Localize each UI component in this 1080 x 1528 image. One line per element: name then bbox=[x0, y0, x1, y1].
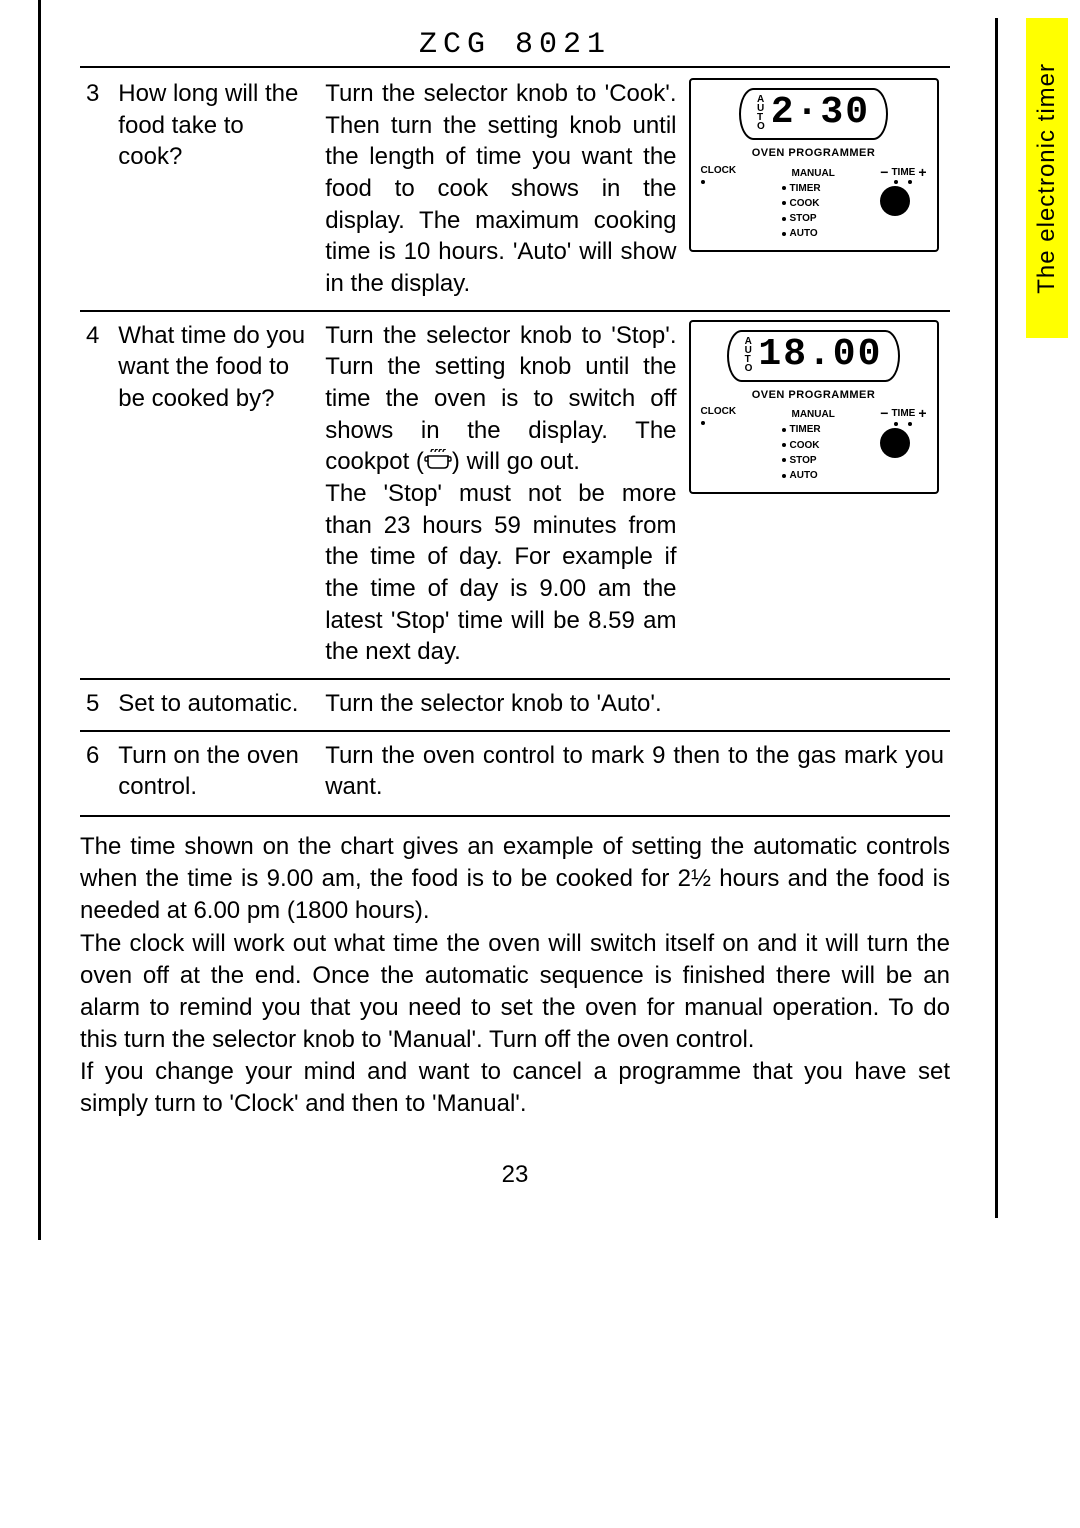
content-column: ZCG 8021 3How long will the food take to… bbox=[80, 28, 950, 1189]
left-margin-rule bbox=[38, 0, 41, 1240]
programmer-label: OVEN PROGRAMMER bbox=[701, 388, 927, 403]
step-figure: AUTO 18.00 OVEN PROGRAMMER CLOCK MANUALTIMER… bbox=[683, 311, 950, 679]
rule-top bbox=[80, 66, 950, 68]
control-row: CLOCK MANUALTIMERCOOKSTOPAUTO −TIME+ bbox=[701, 406, 927, 482]
auto-icon: AUTO bbox=[745, 337, 753, 373]
sidebar-tab: The electronic timer bbox=[1026, 18, 1068, 338]
step-number: 5 bbox=[80, 679, 112, 731]
step-answer: Turn the selector knob to 'Auto'. bbox=[319, 679, 950, 731]
step-number: 3 bbox=[80, 70, 112, 311]
step-row: 5Set to automatic.Turn the selector knob… bbox=[80, 679, 950, 731]
lcd-value: 2·30 bbox=[771, 94, 870, 132]
knob-icon bbox=[880, 428, 910, 458]
step-question: Set to automatic. bbox=[112, 679, 319, 731]
step-question: What time do you want the food to be coo… bbox=[112, 311, 319, 679]
mode-list: MANUALTIMERCOOKSTOPAUTO bbox=[782, 408, 835, 482]
sidebar-label: The electronic timer bbox=[1033, 63, 1061, 294]
body-paragraph: If you change your mind and want to canc… bbox=[80, 1056, 950, 1120]
lcd-value: 18.00 bbox=[758, 336, 882, 374]
body-paragraph: The clock will work out what time the ov… bbox=[80, 928, 950, 1057]
time-knob-area: −TIME+ bbox=[880, 406, 926, 457]
mode-list: MANUALTIMERCOOKSTOPAUTO bbox=[782, 167, 835, 241]
model-number: ZCG 8021 bbox=[80, 28, 950, 62]
cookpot-icon bbox=[424, 449, 452, 476]
step-row: 6Turn on the oven control.Turn the oven … bbox=[80, 731, 950, 813]
step-number: 6 bbox=[80, 731, 112, 813]
step-answer: Turn the selector knob to 'Stop'. Turn t… bbox=[319, 311, 682, 679]
time-knob-area: −TIME+ bbox=[880, 165, 926, 216]
rule-bottom bbox=[80, 815, 950, 817]
body-paragraph: The time shown on the chart gives an exa… bbox=[80, 831, 950, 927]
step-answer: Turn the selector knob to 'Cook'. Then t… bbox=[319, 70, 682, 311]
body-text: The time shown on the chart gives an exa… bbox=[80, 831, 950, 1120]
oven-display-panel: AUTO 18.00 OVEN PROGRAMMER CLOCK MANUALTIMER… bbox=[689, 320, 939, 494]
oven-display-panel: AUTO 2·30 OVEN PROGRAMMER CLOCK MANUALTIMERC… bbox=[689, 78, 939, 252]
page: The electronic timer ZCG 8021 3How long … bbox=[0, 0, 1080, 1528]
knob-icon bbox=[880, 186, 910, 216]
steps-table: 3How long will the food take to cook?Tur… bbox=[80, 70, 950, 813]
page-number: 23 bbox=[80, 1161, 950, 1189]
step-number: 4 bbox=[80, 311, 112, 679]
step-row: 4What time do you want the food to be co… bbox=[80, 311, 950, 679]
auto-icon: AUTO bbox=[757, 95, 765, 131]
step-answer: Turn the oven control to mark 9 then to … bbox=[319, 731, 950, 813]
step-row: 3How long will the food take to cook?Tur… bbox=[80, 70, 950, 311]
lcd: AUTO 18.00 bbox=[727, 330, 901, 382]
step-question: How long will the food take to cook? bbox=[112, 70, 319, 311]
step-figure: AUTO 2·30 OVEN PROGRAMMER CLOCK MANUALTIMERC… bbox=[683, 70, 950, 311]
lcd: AUTO 2·30 bbox=[739, 88, 888, 140]
clock-label: CLOCK bbox=[701, 165, 737, 187]
control-row: CLOCK MANUALTIMERCOOKSTOPAUTO −TIME+ bbox=[701, 165, 927, 241]
step-question: Turn on the oven control. bbox=[112, 731, 319, 813]
clock-label: CLOCK bbox=[701, 406, 737, 428]
right-margin-rule bbox=[995, 18, 998, 1218]
programmer-label: OVEN PROGRAMMER bbox=[701, 146, 927, 161]
